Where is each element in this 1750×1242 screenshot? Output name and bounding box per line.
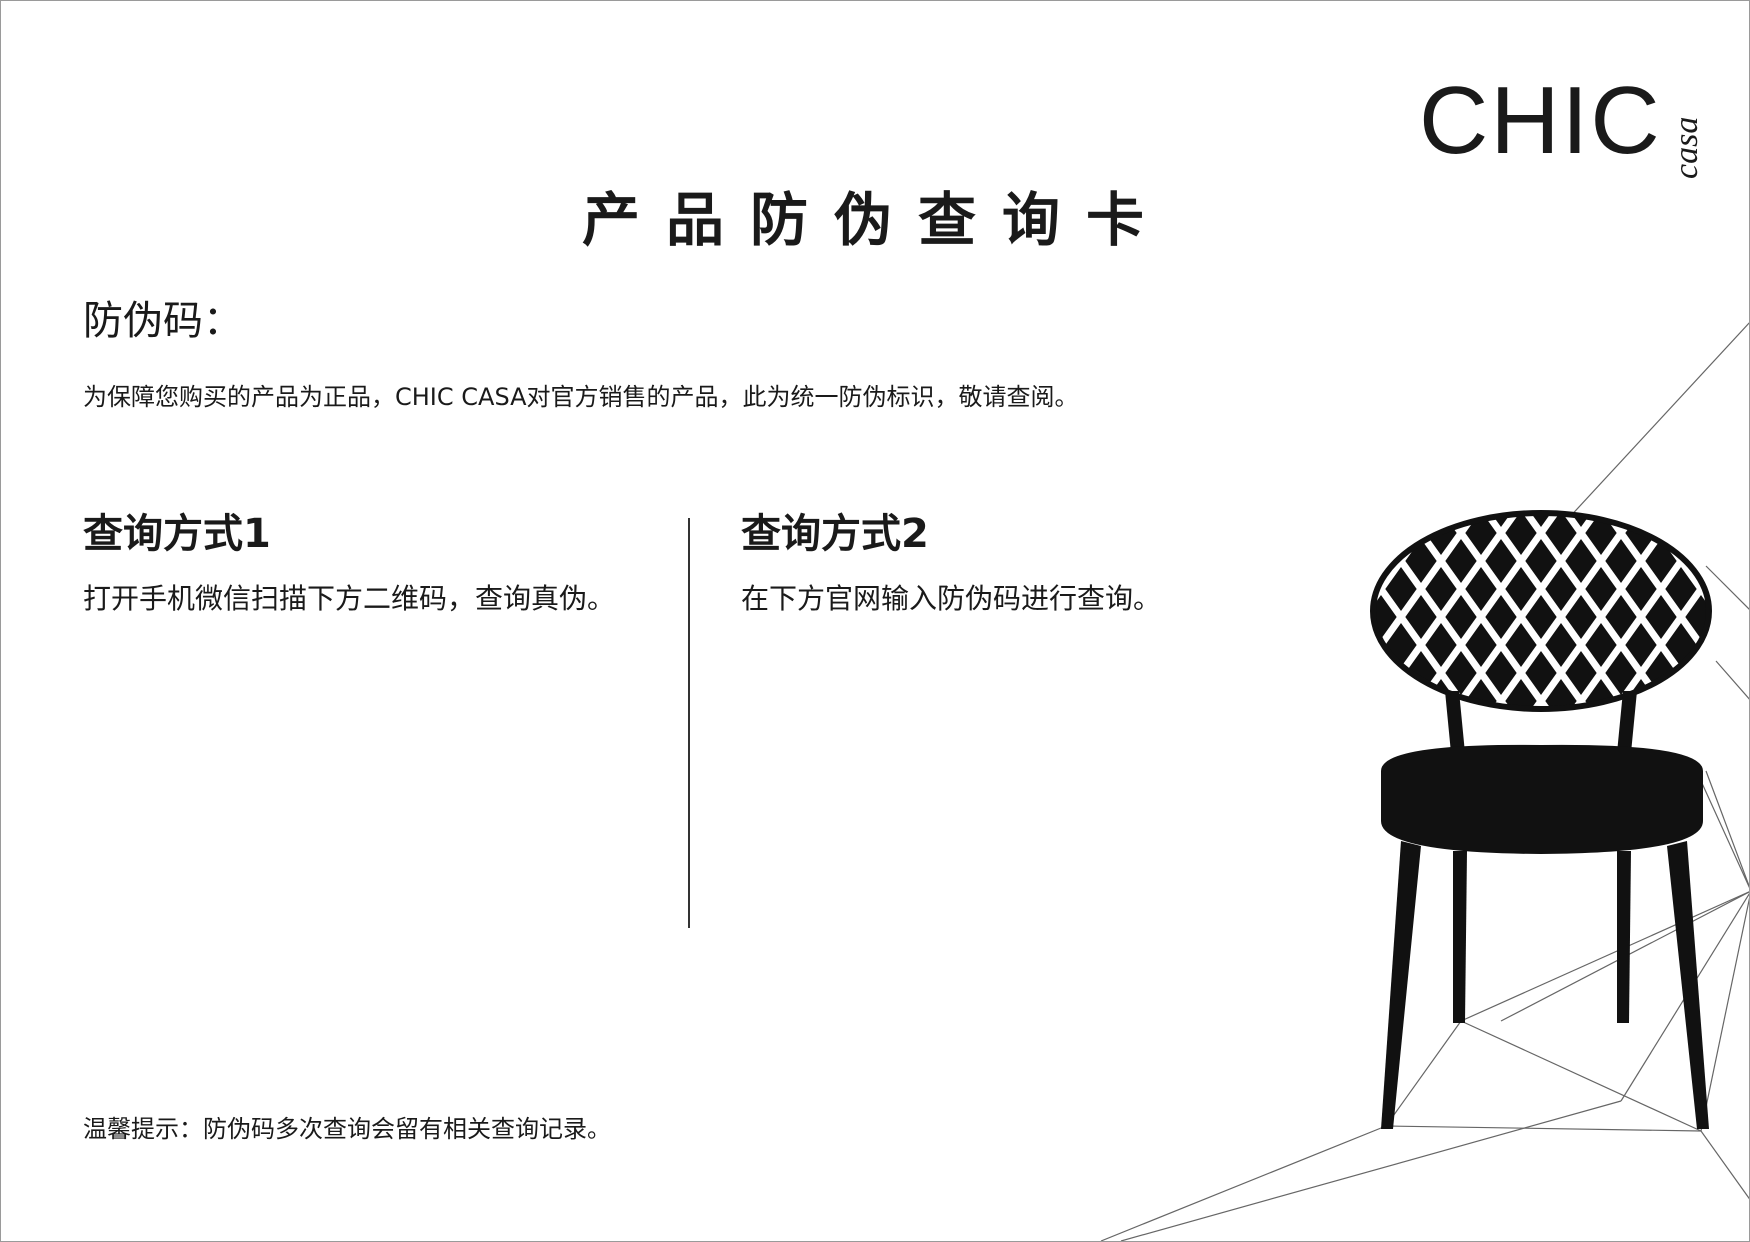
- method2-title: 查询方式2: [741, 511, 929, 557]
- chair-leg-back-right: [1617, 851, 1631, 1023]
- chair-back-post-right: [1617, 691, 1637, 753]
- chair-back: [1370, 510, 1712, 712]
- brand-logo-sub: casa: [1668, 116, 1705, 179]
- brand-logo: CHIC casa: [1419, 61, 1709, 181]
- card-title: 产品防伪查询卡: [581, 186, 1170, 254]
- method1-desc: 打开手机微信扫描下方二维码，查询真伪。: [83, 582, 616, 615]
- chair-leg-front-right: [1667, 841, 1709, 1129]
- chair-seat: [1381, 744, 1703, 854]
- method1-title: 查询方式1: [83, 511, 271, 557]
- method2-desc: 在下方官网输入防伪码进行查询。: [741, 582, 1162, 615]
- chair-leg-back-left: [1453, 851, 1467, 1023]
- method-divider: [688, 518, 690, 928]
- chair-back-post-left: [1445, 691, 1465, 753]
- brand-logo-text: CHIC: [1419, 67, 1662, 174]
- chair-leg-front-left: [1381, 841, 1421, 1129]
- anti-counterfeit-code-label: 防伪码：: [83, 298, 243, 344]
- intro-text: 为保障您购买的产品为正品，CHIC CASA对官方销售的产品，此为统一防伪标识，…: [83, 383, 1079, 411]
- reminder-tip: 温馨提示：防伪码多次查询会留有相关查询记录。: [83, 1115, 611, 1143]
